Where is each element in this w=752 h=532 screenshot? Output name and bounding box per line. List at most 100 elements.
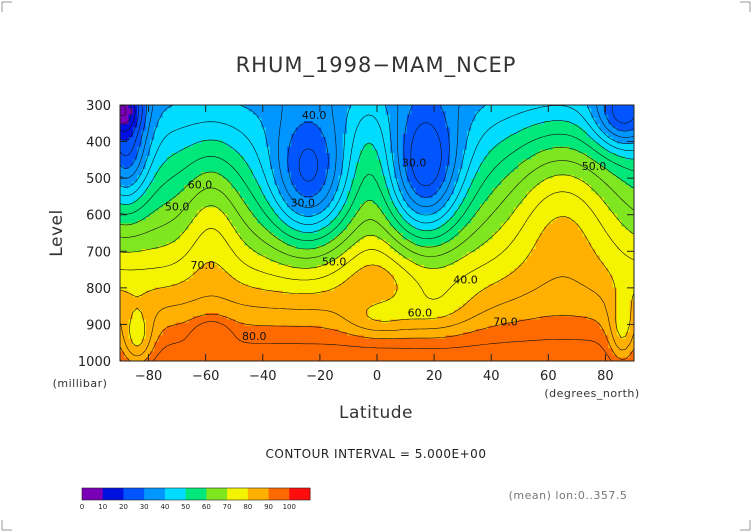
field-cell: [629, 223, 634, 227]
field-cell: [458, 223, 464, 227]
field-cell: [539, 156, 545, 160]
field-cell: [621, 156, 626, 160]
field-cell: [612, 124, 618, 128]
field-cell: [514, 133, 519, 138]
field-cell: [586, 191, 592, 195]
field-cell: [372, 121, 378, 125]
field-cell: [509, 105, 515, 109]
field-cell: [629, 191, 634, 195]
field-cell: [214, 172, 219, 176]
field-cell: [432, 143, 438, 147]
field-cell: [458, 213, 464, 218]
field-cell: [394, 133, 399, 138]
field-cell: [334, 217, 339, 221]
field-cell: [471, 175, 476, 179]
field-cell: [252, 194, 258, 199]
field-cell: [389, 124, 395, 128]
field-cell: [574, 133, 579, 138]
field-cell: [385, 210, 391, 215]
field-cell: [436, 185, 442, 189]
field-cell: [381, 204, 386, 208]
field-cell: [248, 143, 254, 147]
field-cell: [231, 175, 237, 179]
field-cell: [261, 162, 267, 167]
field-cell: [492, 201, 498, 205]
field-cell: [629, 156, 634, 160]
field-cell: [175, 207, 181, 211]
field-cell: [184, 130, 189, 135]
field-cell: [402, 181, 408, 186]
field-cell: [149, 146, 155, 151]
field-cell: [544, 172, 549, 176]
field-cell: [274, 111, 279, 115]
field-cell: [616, 108, 622, 112]
field-cell: [415, 223, 421, 227]
field-cell: [509, 117, 515, 122]
field-cell: [595, 153, 601, 157]
field-cell: [625, 188, 631, 192]
field-cell: [496, 111, 502, 115]
field-cell: [484, 233, 489, 237]
field-cell: [205, 210, 211, 215]
field-cell: [201, 201, 207, 205]
field-cell: [518, 204, 524, 208]
field-cell: [274, 137, 279, 141]
field-cell: [415, 111, 421, 115]
field-cell: [342, 156, 348, 160]
field-cell: [167, 111, 172, 115]
field-cell: [334, 111, 339, 115]
field-cell: [415, 156, 421, 160]
field-cell: [351, 165, 356, 170]
field-cell: [158, 197, 164, 202]
field-cell: [158, 137, 164, 141]
field-cell: [441, 153, 446, 157]
field-cell: [586, 226, 592, 231]
field-cell: [308, 117, 314, 122]
field-cell: [304, 108, 309, 112]
field-cell: [162, 201, 168, 205]
field-cell: [574, 130, 579, 135]
field-cell: [120, 156, 125, 160]
field-cell: [552, 197, 558, 202]
field-cell: [295, 226, 301, 231]
field-cell: [179, 159, 185, 163]
field-cell: [586, 117, 592, 122]
field-cell: [518, 130, 524, 135]
field-cell: [197, 127, 202, 131]
field-cell: [398, 226, 404, 231]
field-cell: [574, 175, 579, 179]
field-cell: [321, 105, 326, 109]
field-cell: [484, 149, 489, 154]
field-cell: [317, 213, 322, 218]
field-cell: [231, 223, 237, 227]
field-cell: [188, 108, 194, 112]
field-cell: [171, 236, 177, 240]
field-cell: [338, 201, 344, 205]
field-cell: [406, 108, 412, 112]
field-cell: [278, 133, 284, 138]
field-cell: [304, 130, 309, 135]
field-cell: [445, 165, 451, 170]
field-cell: [466, 210, 472, 215]
field-cell: [406, 220, 412, 224]
field-cell: [231, 165, 237, 170]
field-cell: [197, 143, 202, 147]
field-cell: [509, 207, 515, 211]
field-cell: [265, 191, 271, 195]
field-cell: [428, 210, 434, 215]
field-cell: [432, 229, 438, 234]
field-cell: [454, 220, 459, 224]
field-cell: [265, 156, 271, 160]
field-cell: [132, 188, 138, 192]
field-cell: [149, 197, 155, 202]
field-cell: [175, 153, 181, 157]
field-cell: [282, 175, 288, 179]
field-cell: [565, 178, 571, 183]
field-cell: [149, 169, 155, 173]
field-cell: [415, 108, 421, 112]
field-cell: [218, 204, 224, 208]
field-cell: [377, 153, 382, 157]
field-cell: [419, 181, 425, 186]
field-cell: [364, 169, 369, 173]
field-cell: [492, 137, 498, 141]
